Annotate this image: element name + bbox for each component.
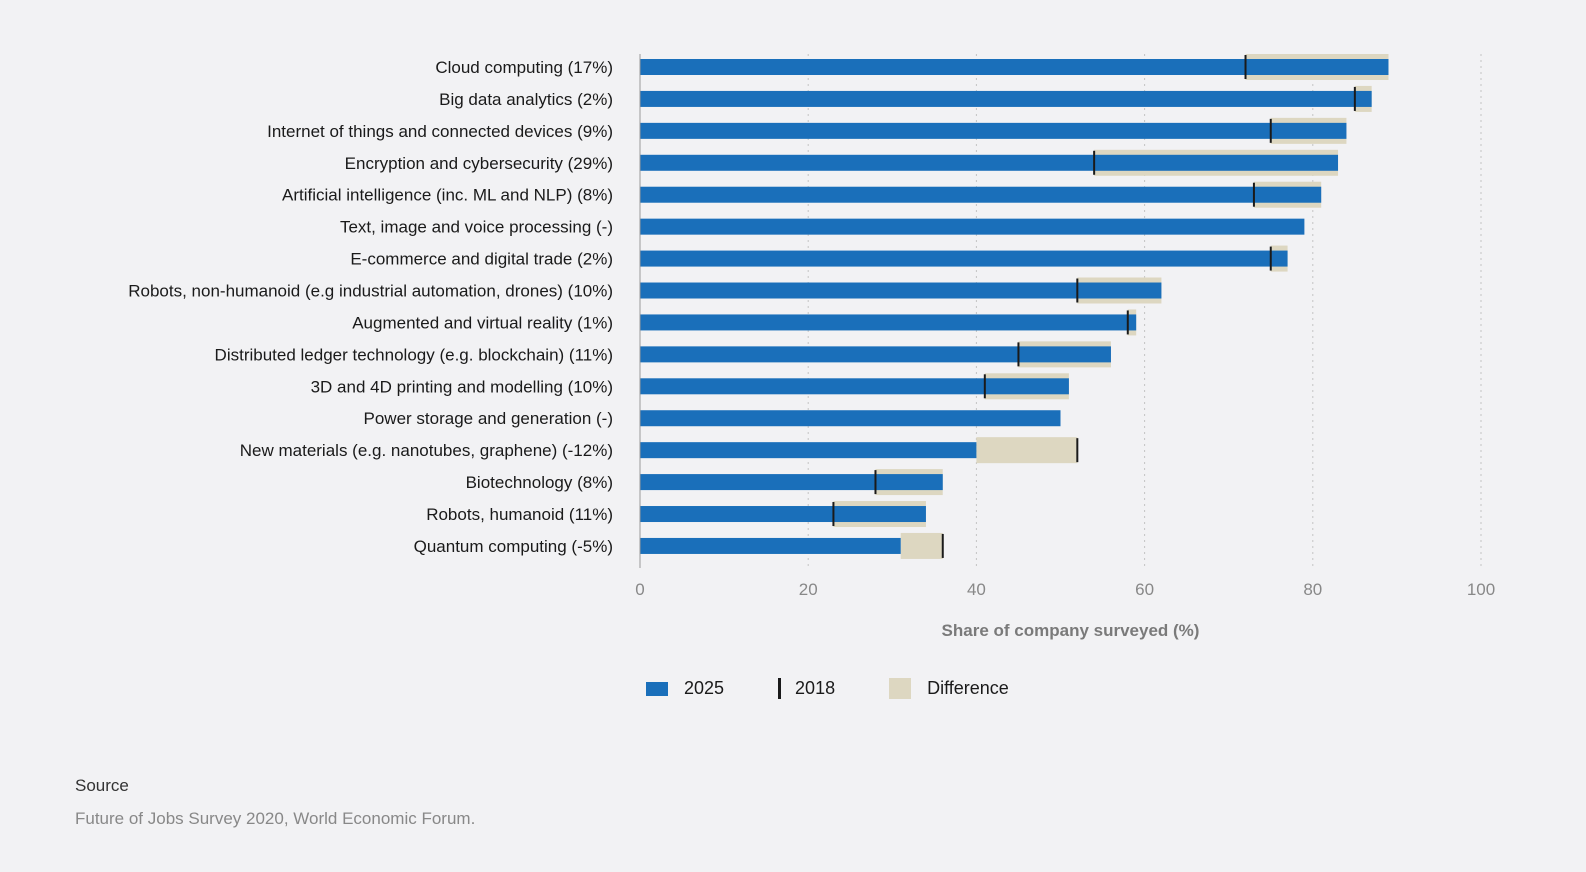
x-tick-label: 20	[799, 580, 818, 599]
bar-2025	[640, 218, 1305, 235]
bar-2025	[640, 537, 901, 554]
bar-2025	[640, 474, 943, 491]
legend-item-difference: Difference	[889, 678, 1009, 699]
category-label: Internet of things and connected devices…	[267, 122, 613, 141]
legend-marker-2018	[778, 678, 782, 699]
category-label: Cloud computing (17%)	[435, 58, 613, 77]
bar-2025	[640, 122, 1347, 139]
category-label: Big data analytics (2%)	[439, 90, 613, 109]
bar-2025	[640, 154, 1339, 171]
difference-band	[976, 437, 1078, 464]
source-title: Source	[75, 776, 129, 795]
legend-swatch-2025	[646, 681, 668, 696]
x-tick-label: 100	[1467, 580, 1495, 599]
category-label: Robots, non-humanoid (e.g industrial aut…	[128, 282, 613, 301]
legend-label-2018: 2018	[795, 678, 836, 698]
category-label: Encryption and cybersecurity (29%)	[345, 154, 613, 173]
bar-2025	[640, 410, 1061, 427]
bar-2025	[640, 250, 1288, 267]
legend-label-2025: 2025	[684, 678, 725, 698]
difference-band	[900, 532, 943, 559]
bar-2025	[640, 442, 977, 459]
x-tick-label: 40	[967, 580, 986, 599]
category-label: Quantum computing (-5%)	[414, 537, 613, 556]
x-axis-title: Share of company surveyed (%)	[942, 621, 1200, 640]
category-label: Distributed ledger technology (e.g. bloc…	[215, 345, 613, 364]
bar-2025	[640, 90, 1372, 107]
bar-2025	[640, 378, 1069, 395]
category-label: 3D and 4D printing and modelling (10%)	[311, 377, 613, 396]
category-label: Artificial intelligence (inc. ML and NLP…	[282, 186, 613, 205]
category-label: New materials (e.g. nanotubes, graphene)…	[240, 441, 613, 460]
category-label: Augmented and virtual reality (1%)	[352, 313, 613, 332]
category-label: E-commerce and digital trade (2%)	[350, 250, 613, 269]
bar-2025	[640, 314, 1137, 331]
legend: 2025 2018 Difference	[646, 678, 1009, 699]
x-tick-label: 80	[1303, 580, 1322, 599]
bar-2025	[640, 506, 926, 523]
bar-2025	[640, 59, 1389, 75]
source-text: Future of Jobs Survey 2020, World Econom…	[75, 809, 476, 828]
bar-2025	[640, 186, 1322, 203]
category-label: Biotechnology (8%)	[466, 473, 613, 492]
bar-2025	[640, 282, 1162, 299]
category-label: Text, image and voice processing (-)	[340, 218, 613, 237]
x-tick-label: 0	[635, 580, 644, 599]
bar-2025	[640, 346, 1111, 363]
legend-swatch-difference	[889, 678, 912, 699]
category-label: Robots, humanoid (11%)	[426, 505, 613, 524]
category-label: Power storage and generation (-)	[364, 409, 613, 428]
legend-label-difference: Difference	[927, 678, 1009, 698]
x-tick-label: 60	[1135, 580, 1154, 599]
legend-item-2025: 2025	[646, 678, 724, 699]
legend-item-2018: 2018	[778, 678, 835, 699]
